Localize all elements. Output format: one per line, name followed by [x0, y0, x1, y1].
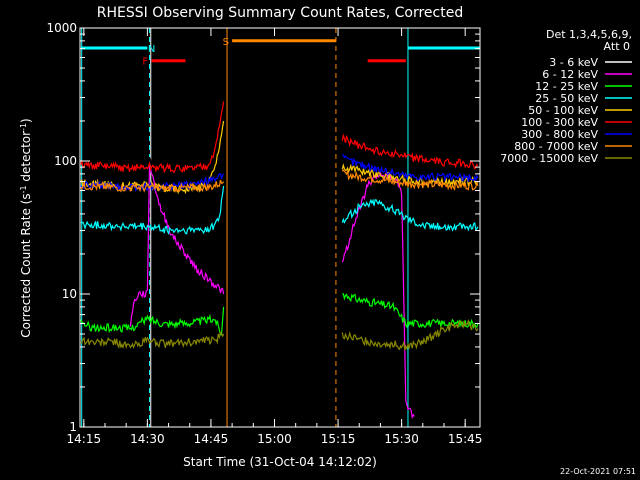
x-tick-label-5: 15:30	[384, 432, 419, 446]
series-line-7-1	[341, 169, 479, 192]
chart-title: RHESSI Observing Summary Count Rates, Co…	[97, 5, 463, 21]
plot-frame	[79, 27, 481, 428]
x-tick-label-2: 14:45	[194, 432, 229, 446]
series-line-7-0	[80, 179, 225, 193]
series-line-0-0	[134, 156, 225, 419]
y-axis-label-mid: detector	[19, 131, 33, 186]
y-axis-label: Corrected Count Rate (s-1 detector-1)	[19, 118, 34, 337]
legend-entry-0: 3 - 6 keV	[549, 56, 598, 69]
legend-entry-2: 12 - 25 keV	[535, 80, 598, 93]
y-tick-label-1: 10	[62, 287, 77, 301]
y-axis-label-sup1: -1	[19, 185, 28, 193]
legend-entry-8: 7000 - 15000 keV	[500, 152, 598, 165]
legend-header-line1: Det 1,3,4,5,6,9,	[546, 28, 632, 41]
series-line-2-0	[80, 306, 225, 336]
series-line-6-1	[341, 153, 479, 183]
legend-entry-6: 300 - 800 keV	[521, 128, 598, 141]
series-line-8-1	[341, 318, 479, 351]
y-axis-label-sup2: -1	[19, 123, 28, 131]
series-line-6-0	[80, 173, 225, 193]
flag-label-S: S	[223, 37, 229, 48]
x-axis: 14:15 14:30 14:45 15:00 15:15 15:30 15:45	[67, 28, 483, 446]
x-axis-label: Start Time (31-Oct-04 14:12:02)	[183, 455, 377, 469]
y-axis: 1 10 100 1000	[46, 21, 480, 434]
series-line-8-0	[80, 331, 225, 350]
series-line-1-1	[341, 171, 415, 420]
series-line-0-1	[341, 156, 407, 388]
series-group	[80, 28, 480, 427]
series-line-5-1	[341, 133, 479, 170]
legend-entry-1: 6 - 12 keV	[542, 68, 598, 81]
series-line-2-1	[342, 293, 479, 330]
x-tick-label-0: 14:15	[67, 432, 102, 446]
x-tick-label-3: 15:00	[257, 432, 292, 446]
flag-label-N: N	[148, 44, 155, 55]
series-line-3-1	[341, 198, 479, 232]
series-line-1-0	[129, 164, 225, 327]
series-line-3-0	[80, 185, 225, 236]
series-line-5-0	[80, 101, 225, 174]
legend-entry-5: 100 - 300 keV	[521, 116, 598, 129]
x-tick-label-6: 15:45	[448, 432, 483, 446]
timestamp: 22-Oct-2021 07:51	[560, 467, 636, 476]
legend-entry-7: 800 - 7000 keV	[514, 140, 598, 153]
legend-header-line2: Att 0	[604, 40, 630, 53]
y-tick-label-2: 100	[54, 154, 77, 168]
legend-entry-4: 50 - 100 keV	[528, 104, 598, 117]
x-tick-label-1: 14:30	[130, 432, 165, 446]
flag-label-F: F	[142, 57, 148, 68]
x-tick-label-4: 15:15	[321, 432, 356, 446]
y-axis-label-end: )	[19, 118, 33, 123]
plot-area: NF S	[80, 28, 480, 427]
y-axis-label-main: Corrected Count Rate (s	[19, 193, 33, 337]
y-tick-label-0: 1	[69, 420, 77, 434]
y-tick-label-3: 1000	[46, 21, 77, 35]
legend-entry-3: 25 - 50 keV	[535, 92, 598, 105]
